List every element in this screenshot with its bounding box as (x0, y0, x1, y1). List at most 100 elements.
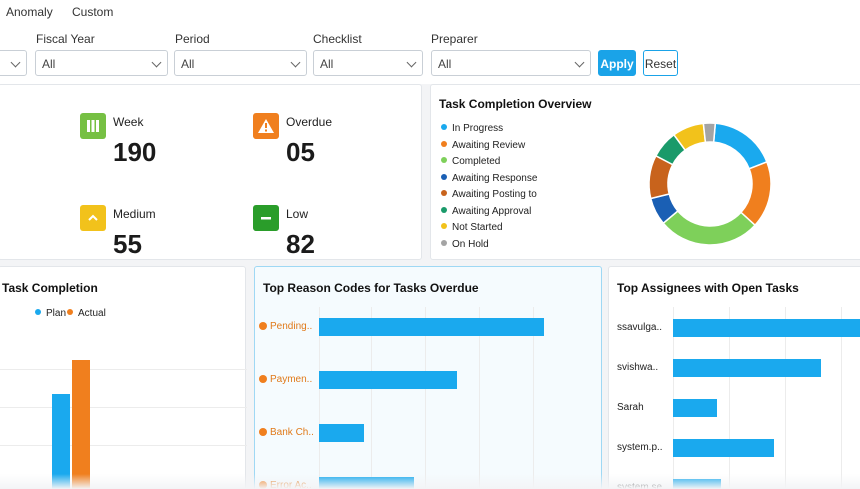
week-value: 190 (113, 137, 157, 167)
donut-chart (648, 122, 772, 246)
bar[interactable] (673, 359, 821, 377)
bar-label[interactable]: Sarah (617, 402, 644, 413)
chevron-down-icon (290, 57, 301, 68)
apply-button[interactable]: Apply (598, 50, 636, 76)
bar-label-text: Bank Ch.. (270, 427, 314, 438)
preparer-label: Preparer (431, 32, 478, 46)
bar-label[interactable]: ssavulga.. (617, 322, 662, 333)
legend-dot-icon (441, 157, 447, 163)
tab-anomaly[interactable]: Anomaly (6, 5, 53, 19)
bar-label-text: ssavulga.. (617, 322, 663, 333)
overview-legend-label: Completed (452, 156, 501, 167)
bar-label[interactable]: Paymen.. (259, 374, 312, 385)
bar-label-text: Sarah (617, 402, 644, 413)
gridline (785, 307, 786, 489)
overview-legend-item[interactable]: Awaiting Approval (441, 206, 531, 217)
low-label: Low (286, 207, 309, 221)
assignees-title: Top Assignees with Open Tasks (617, 281, 799, 295)
checklist-label: Checklist (313, 32, 362, 46)
overview-legend-label: In Progress (452, 123, 504, 134)
bar[interactable] (319, 424, 364, 442)
overview-legend-item[interactable]: Awaiting Response (441, 173, 537, 184)
overdue-value: 05 (286, 137, 315, 167)
bar-label[interactable]: system.p.. (617, 442, 663, 453)
checklist-value: All (320, 57, 334, 71)
gridline (0, 369, 247, 370)
reason-dot-icon (259, 375, 267, 383)
legend-plan[interactable]: Plan (35, 308, 66, 319)
legend-dot-icon (441, 239, 447, 246)
overview-legend-label: Awaiting Posting to (452, 189, 537, 200)
period-select[interactable]: All (174, 50, 307, 76)
bar-label-text: system.p.. (617, 442, 663, 453)
minus-icon (253, 205, 279, 231)
legend-dot-icon (441, 223, 447, 229)
reset-button[interactable]: Reset (643, 50, 678, 76)
bar-label[interactable]: Bank Ch.. (259, 427, 314, 438)
bottom-fade (0, 474, 860, 489)
week-label: Week (113, 115, 144, 129)
chevron-down-icon (151, 57, 162, 68)
legend-dot-icon (441, 173, 447, 180)
bar[interactable] (673, 399, 717, 417)
bar-label[interactable]: Pending.. (259, 321, 312, 332)
bar-label-text: svishwa.. (617, 362, 659, 373)
overview-legend-label: Awaiting Review (452, 139, 526, 151)
reason-codes-panel: Top Reason Codes for Tasks Overdue Pendi… (254, 266, 602, 489)
bar[interactable] (319, 371, 457, 389)
overview-legend-item[interactable]: Completed (441, 156, 500, 167)
reason-dot-icon (259, 322, 267, 330)
actual-bar[interactable] (72, 360, 90, 489)
donut-slice[interactable] (712, 122, 768, 170)
overview-legend-item[interactable]: Awaiting Posting to (441, 189, 537, 200)
fiscal-year-select[interactable]: All (35, 50, 168, 76)
partial-filter-select[interactable] (0, 50, 27, 76)
gridline (425, 307, 426, 489)
checklist-select[interactable]: All (313, 50, 423, 76)
tab-custom[interactable]: Custom (72, 5, 114, 19)
bar-label-text: Paymen.. (270, 374, 313, 385)
overview-legend-label: Awaiting Approval (452, 205, 532, 217)
gridline (841, 307, 842, 489)
chevron-down-icon (574, 57, 585, 68)
overview-legend-label: Awaiting Response (452, 172, 538, 184)
gridline (533, 307, 534, 489)
calendar-week-icon (80, 113, 106, 139)
period-label: Period (175, 32, 210, 46)
overview-legend-item[interactable]: Not Started (441, 222, 503, 233)
gridline (319, 307, 320, 489)
overview-legend-label: Not Started (452, 222, 503, 233)
fiscal-year-value: All (42, 57, 56, 71)
bar[interactable] (319, 318, 544, 336)
overview-legend-item[interactable]: In Progress (441, 123, 503, 134)
overview-legend-item[interactable]: On Hold (441, 239, 489, 250)
overview-legend-label: On Hold (452, 238, 489, 250)
bar[interactable] (673, 319, 860, 337)
warning-icon (253, 113, 279, 139)
donut-slice[interactable] (662, 209, 757, 246)
gridline (0, 445, 247, 446)
overview-legend-item[interactable]: Awaiting Review (441, 140, 525, 151)
plan-dot-icon (35, 309, 41, 315)
assignees-panel: Top Assignees with Open Tasks ssavulga..… (608, 266, 860, 489)
filter-bar: Fiscal Year All Period All Checklist All… (0, 26, 860, 84)
legend-actual-label: Actual (78, 308, 106, 319)
chevron-down-icon (406, 57, 417, 68)
preparer-select[interactable]: All (431, 50, 591, 76)
legend-dot-icon (441, 140, 447, 147)
task-completion-overview-panel: Task Completion Overview In Progress Awai… (430, 84, 860, 260)
reason-codes-title: Top Reason Codes for Tasks Overdue (263, 281, 479, 295)
overview-title: Task Completion Overview (439, 97, 592, 111)
top-nav: Anomaly Custom (0, 0, 860, 26)
reason-dot-icon (259, 428, 267, 436)
period-value: All (181, 57, 195, 71)
bar-label[interactable]: svishwa.. (617, 362, 658, 373)
stats-panel: Week 190 Overdue 05 Medium 55 Low 82 (0, 84, 422, 260)
legend-dot-icon (441, 190, 447, 196)
legend-actual[interactable]: Actual (67, 308, 106, 319)
legend-dot-icon (441, 124, 447, 130)
bar[interactable] (673, 439, 774, 457)
donut-slice[interactable] (702, 122, 717, 144)
preparer-value: All (438, 57, 452, 71)
plan-bar[interactable] (52, 394, 70, 489)
